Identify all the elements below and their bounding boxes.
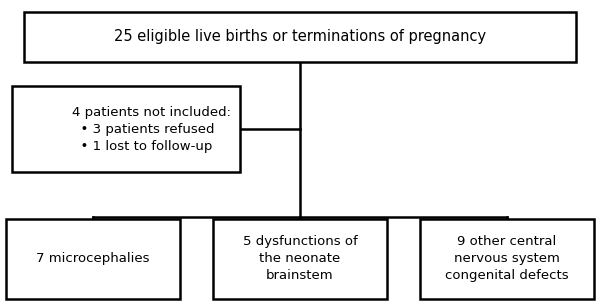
Text: 4 patients not included:
  • 3 patients refused
  • 1 lost to follow-up: 4 patients not included: • 3 patients re… bbox=[72, 106, 231, 153]
Text: 5 dysfunctions of
the neonate
brainstem: 5 dysfunctions of the neonate brainstem bbox=[242, 235, 358, 282]
FancyBboxPatch shape bbox=[213, 219, 387, 299]
FancyBboxPatch shape bbox=[6, 219, 180, 299]
Text: 7 microcephalies: 7 microcephalies bbox=[36, 252, 150, 265]
Text: 25 eligible live births or terminations of pregnancy: 25 eligible live births or terminations … bbox=[114, 30, 486, 44]
FancyBboxPatch shape bbox=[420, 219, 594, 299]
FancyBboxPatch shape bbox=[24, 12, 576, 62]
FancyBboxPatch shape bbox=[12, 86, 240, 172]
Text: 9 other central
nervous system
congenital defects: 9 other central nervous system congenita… bbox=[445, 235, 569, 282]
